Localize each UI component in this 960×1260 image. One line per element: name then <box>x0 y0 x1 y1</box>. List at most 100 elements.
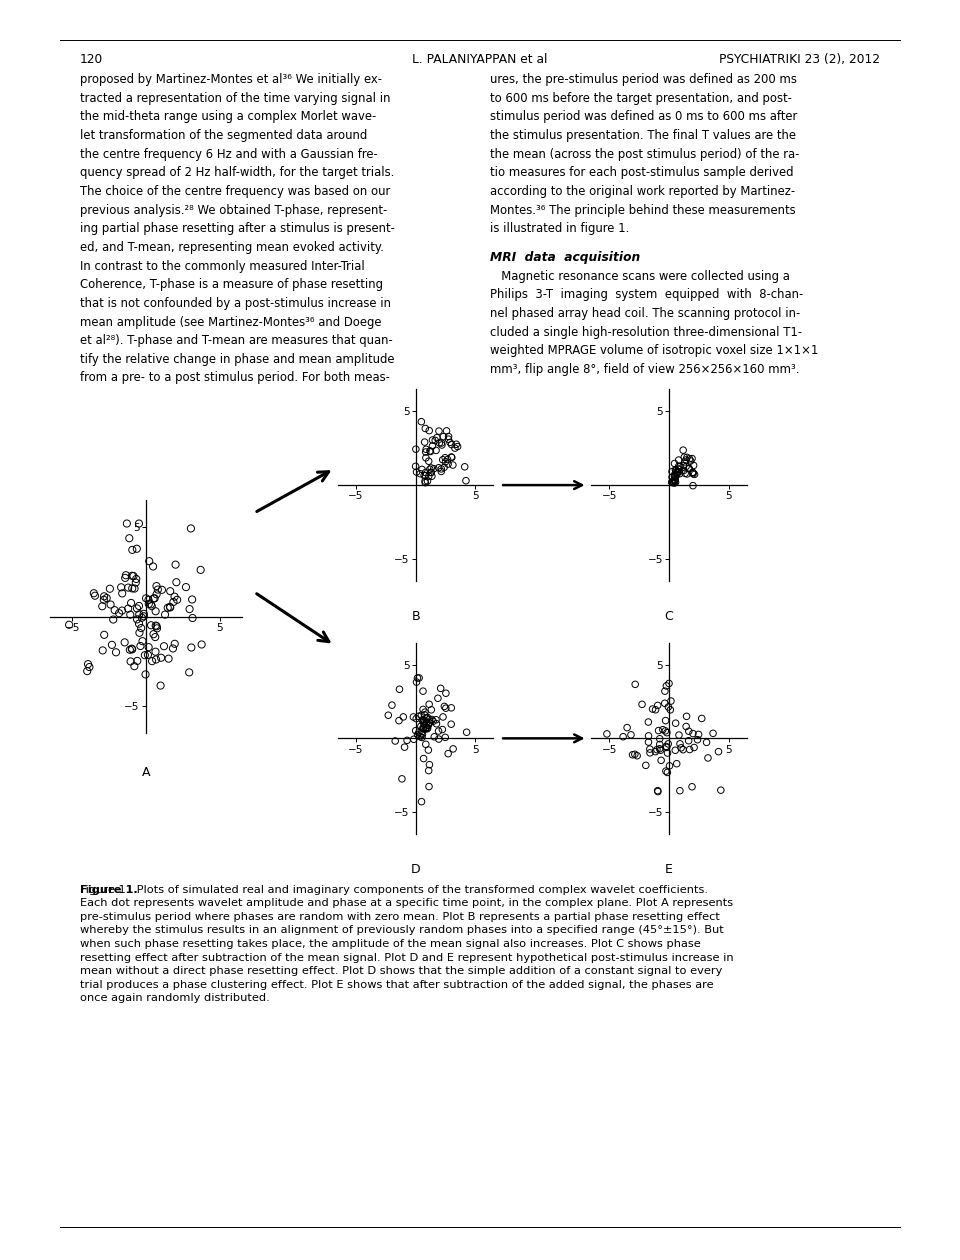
Point <box>448 435 464 455</box>
Point <box>650 781 665 801</box>
Text: the mid-theta range using a complex Morlet wave-: the mid-theta range using a complex Morl… <box>80 111 376 123</box>
Point <box>422 459 438 479</box>
Point <box>417 465 432 485</box>
Point <box>148 627 163 648</box>
Point <box>132 596 147 616</box>
Point <box>459 722 474 742</box>
Point <box>141 638 156 658</box>
Point <box>124 593 139 614</box>
Point <box>148 641 163 662</box>
Point <box>450 436 466 456</box>
Point <box>61 615 77 635</box>
Point <box>679 707 694 727</box>
Point <box>671 724 686 745</box>
Point <box>684 449 700 469</box>
Point <box>437 457 452 478</box>
Point <box>439 421 454 441</box>
Point <box>421 761 437 781</box>
Point <box>396 707 411 727</box>
Point <box>409 672 424 692</box>
Point <box>105 635 120 655</box>
Point <box>153 675 168 696</box>
Point <box>431 721 446 741</box>
Point <box>619 717 635 737</box>
Text: ed, and T-mean, representing mean evoked activity.: ed, and T-mean, representing mean evoked… <box>80 241 384 255</box>
Point <box>415 727 430 747</box>
Point <box>623 724 638 745</box>
Point <box>194 634 209 654</box>
Point <box>111 604 127 624</box>
Text: mean amplitude (see Martinez-Montes³⁶ and Doege: mean amplitude (see Martinez-Montes³⁶ an… <box>80 315 381 329</box>
Point <box>422 713 438 733</box>
Point <box>654 750 669 770</box>
Point <box>676 460 691 480</box>
Point <box>651 721 666 741</box>
Point <box>668 460 684 480</box>
Point <box>421 451 437 471</box>
Point <box>423 699 439 719</box>
Point <box>141 593 156 614</box>
Point <box>659 736 674 756</box>
Point <box>95 596 110 616</box>
Point <box>668 472 684 493</box>
Point <box>660 733 676 753</box>
Point <box>681 721 696 741</box>
Point <box>625 745 640 765</box>
Point <box>691 724 707 745</box>
Point <box>167 634 182 654</box>
Text: B: B <box>412 610 420 622</box>
Point <box>147 588 162 609</box>
Point <box>185 607 201 627</box>
Point <box>99 588 114 609</box>
Point <box>419 712 434 732</box>
Point <box>148 615 163 635</box>
Point <box>680 464 695 484</box>
Point <box>431 730 446 750</box>
Point <box>713 780 729 800</box>
Point <box>117 568 132 588</box>
Point <box>650 781 665 801</box>
Point <box>652 728 667 748</box>
Point <box>419 718 434 738</box>
Point <box>682 740 697 760</box>
Point <box>660 737 675 757</box>
Point <box>415 724 430 745</box>
Point <box>671 461 686 481</box>
Point <box>682 459 697 479</box>
Point <box>165 639 180 659</box>
Point <box>421 694 437 714</box>
Point <box>408 438 423 459</box>
Point <box>127 656 142 677</box>
Point <box>686 455 702 475</box>
Text: the centre frequency 6 Hz and with a Gaussian fre-: the centre frequency 6 Hz and with a Gau… <box>80 147 377 161</box>
Point <box>652 738 667 759</box>
Text: proposed by Martinez-Montes et al³⁶ We initially ex-: proposed by Martinez-Montes et al³⁶ We i… <box>80 73 382 86</box>
Point <box>406 730 421 750</box>
Point <box>641 732 657 752</box>
Point <box>445 455 461 475</box>
Point <box>81 654 96 674</box>
Text: Figure 1.: Figure 1. <box>80 885 137 895</box>
Point <box>108 643 124 663</box>
Point <box>143 595 158 615</box>
Point <box>418 712 433 732</box>
Point <box>169 572 184 592</box>
Point <box>414 412 429 432</box>
Text: Philips  3-T  imaging  system  equipped  with  8-chan-: Philips 3-T imaging system equipped with… <box>490 289 803 301</box>
Point <box>649 740 664 760</box>
Point <box>667 740 683 760</box>
Point <box>659 761 674 781</box>
Point <box>136 604 152 624</box>
Point <box>615 727 631 747</box>
Point <box>672 733 687 753</box>
Point <box>133 617 149 638</box>
Point <box>640 712 656 732</box>
Point <box>686 737 702 757</box>
Text: Figure 1.  Plots of simulated real and imaginary components of the transformed c: Figure 1. Plots of simulated real and im… <box>80 885 733 1003</box>
Point <box>136 606 152 626</box>
Point <box>666 472 682 493</box>
Point <box>141 551 156 571</box>
Point <box>162 597 178 617</box>
Point <box>122 640 137 660</box>
Point <box>179 577 194 597</box>
